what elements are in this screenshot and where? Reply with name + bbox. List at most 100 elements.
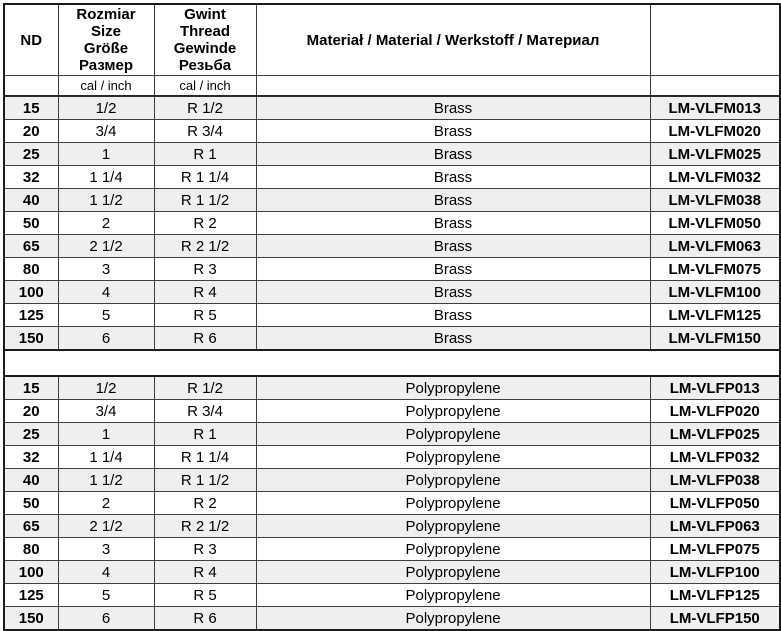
code-cell: LM-VLFM025	[649, 142, 781, 166]
nd-cell: 125	[3, 303, 59, 327]
nd-cell: 25	[3, 422, 59, 446]
thread-cell: R 3/4	[153, 399, 257, 423]
unit-cell-empty-nd	[3, 75, 59, 97]
code-cell: LM-VLFP150	[649, 606, 781, 631]
material-cell: Polypropylene	[255, 468, 651, 492]
size-cell: 1 1/2	[57, 188, 155, 212]
table-row: 65 2 1/2 R 2 1/2 Brass LM-VLFM063	[3, 234, 781, 258]
size-cell: 2 1/2	[57, 514, 155, 538]
table-row: 25 1 R 1 Brass LM-VLFM025	[3, 142, 781, 166]
material-cell: Brass	[255, 303, 651, 327]
code-cell: LM-VLFP125	[649, 583, 781, 607]
material-cell: Polypropylene	[255, 514, 651, 538]
code-cell: LM-VLFP038	[649, 468, 781, 492]
thread-cell: R 2 1/2	[153, 234, 257, 258]
material-cell: Brass	[255, 188, 651, 212]
thread-header-line-en: Thread	[179, 23, 230, 40]
table-row: 40 1 1/2 R 1 1/2 Brass LM-VLFM038	[3, 188, 781, 212]
table-row: 25 1 R 1 Polypropylene LM-VLFP025	[3, 422, 781, 446]
code-cell: LM-VLFP032	[649, 445, 781, 469]
product-table: ND Rozmiar Size Größe Размер Gwint Threa…	[3, 3, 781, 631]
material-cell: Polypropylene	[255, 606, 651, 631]
thread-cell: R 3/4	[153, 119, 257, 143]
size-cell: 6	[57, 326, 155, 351]
thread-cell: R 2	[153, 211, 257, 235]
thread-cell: R 3	[153, 257, 257, 281]
material-cell: Polypropylene	[255, 399, 651, 423]
table-body: 15 1/2 R 1/2 Brass LM-VLFM013 20 3/4 R 3/4 Brass…	[3, 95, 781, 631]
nd-cell: 20	[3, 399, 59, 423]
code-cell: LM-VLFM050	[649, 211, 781, 235]
material-cell: Brass	[255, 257, 651, 281]
nd-cell: 25	[3, 142, 59, 166]
table-row: 15 1/2 R 1/2 Polypropylene LM-VLFP013	[3, 375, 781, 400]
size-cell: 1	[57, 142, 155, 166]
table-row: 20 3/4 R 3/4 Brass LM-VLFM020	[3, 119, 781, 143]
section-separator-row	[4, 349, 780, 377]
material-cell: Brass	[255, 326, 651, 351]
thread-cell: R 3	[153, 537, 257, 561]
thread-header-line-pl: Gwint	[184, 6, 226, 23]
code-cell: LM-VLFM013	[649, 95, 781, 120]
header-row: ND Rozmiar Size Größe Размер Gwint Threa…	[3, 3, 781, 76]
code-cell: LM-VLFM100	[649, 280, 781, 304]
thread-cell: R 2	[153, 491, 257, 515]
size-cell: 4	[57, 560, 155, 584]
nd-cell: 32	[3, 165, 59, 189]
unit-cell-size: cal / inch	[57, 75, 155, 97]
nd-cell: 125	[3, 583, 59, 607]
code-cell: LM-VLFM075	[649, 257, 781, 281]
material-column-header: Materiał / Material / Werkstoff / Матери…	[255, 3, 651, 76]
code-cell: LM-VLFP050	[649, 491, 781, 515]
thread-cell: R 5	[153, 583, 257, 607]
nd-column-header: ND	[3, 3, 59, 76]
thread-cell: R 1/2	[153, 95, 257, 120]
size-cell: 1 1/4	[57, 445, 155, 469]
code-cell: LM-VLFP063	[649, 514, 781, 538]
code-cell: LM-VLFP013	[649, 375, 781, 400]
size-header-line-en: Size	[90, 23, 121, 40]
table-row: 50 2 R 2 Brass LM-VLFM050	[3, 211, 781, 235]
nd-cell: 50	[3, 491, 59, 515]
size-cell: 6	[57, 606, 155, 631]
table-row: 50 2 R 2 Polypropylene LM-VLFP050	[3, 491, 781, 515]
thread-cell: R 6	[153, 606, 257, 631]
thread-cell: R 1 1/4	[153, 165, 257, 189]
material-cell: Polypropylene	[255, 491, 651, 515]
table-row: 40 1 1/2 R 1 1/2 Polypropylene LM-VLFP038	[3, 468, 781, 492]
nd-cell: 100	[3, 280, 59, 304]
table-row: 80 3 R 3 Brass LM-VLFM075	[3, 257, 781, 281]
size-cell: 3	[57, 537, 155, 561]
table-row: 150 6 R 6 Polypropylene LM-VLFP150	[3, 606, 781, 631]
nd-cell: 100	[3, 560, 59, 584]
unit-cell-thread: cal / inch	[153, 75, 257, 97]
thread-header-line-ru: Резьба	[178, 57, 232, 74]
size-cell: 2 1/2	[57, 234, 155, 258]
thread-cell: R 6	[153, 326, 257, 351]
table-row: 125 5 R 5 Polypropylene LM-VLFP125	[3, 583, 781, 607]
material-cell: Brass	[255, 119, 651, 143]
thread-cell: R 1 1/4	[153, 445, 257, 469]
table-row: 100 4 R 4 Polypropylene LM-VLFP100	[3, 560, 781, 584]
size-cell: 4	[57, 280, 155, 304]
size-cell: 2	[57, 211, 155, 235]
nd-cell: 65	[3, 514, 59, 538]
nd-cell: 20	[3, 119, 59, 143]
nd-cell: 80	[3, 537, 59, 561]
size-column-header: Rozmiar Size Größe Размер	[57, 3, 155, 76]
code-cell: LM-VLFM150	[649, 326, 781, 351]
size-header-line-ru: Размер	[78, 57, 134, 74]
document-page: ND Rozmiar Size Größe Размер Gwint Threa…	[3, 3, 781, 631]
size-cell: 3	[57, 257, 155, 281]
material-cell: Brass	[255, 142, 651, 166]
code-cell: LM-VLFM020	[649, 119, 781, 143]
material-cell: Brass	[255, 95, 651, 120]
nd-cell: 40	[3, 188, 59, 212]
table-row: 15 1/2 R 1/2 Brass LM-VLFM013	[3, 95, 781, 120]
size-cell: 1/2	[57, 375, 155, 400]
thread-cell: R 5	[153, 303, 257, 327]
table-row: 65 2 1/2 R 2 1/2 Polypropylene LM-VLFP063	[3, 514, 781, 538]
code-cell: LM-VLFP025	[649, 422, 781, 446]
material-cell: Polypropylene	[255, 375, 651, 400]
size-cell: 5	[57, 583, 155, 607]
